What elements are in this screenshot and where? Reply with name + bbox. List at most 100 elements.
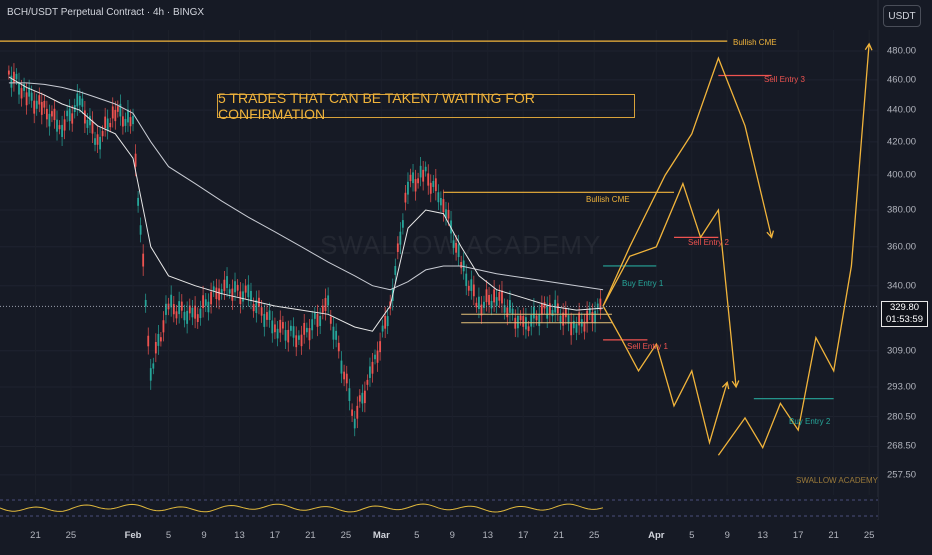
candle-body — [210, 291, 212, 305]
chart-title: BCH/USDT Perpetual Contract · 4h · BINGX — [7, 7, 205, 18]
candle-body — [111, 106, 114, 119]
candle-body — [114, 109, 117, 122]
candle-body — [147, 335, 150, 347]
y-tick-label: 460.00 — [887, 74, 917, 86]
candle-body — [556, 303, 559, 314]
candle-body — [498, 292, 501, 301]
candle-body — [437, 192, 440, 203]
x-tick-label: 21 — [553, 530, 565, 541]
projection-arrowhead — [864, 42, 873, 51]
x-tick-label: 17 — [792, 530, 804, 541]
candle-body — [284, 330, 287, 341]
x-tick-label: 9 — [724, 530, 730, 541]
x-tick-label: 5 — [165, 530, 172, 541]
x-tick-label: 5 — [414, 530, 420, 541]
candle-body — [506, 307, 509, 318]
candle-body — [532, 306, 535, 319]
candle-body — [53, 108, 56, 121]
candle-body — [311, 319, 314, 331]
y-tick-label: 293.00 — [887, 381, 917, 393]
label-bullish-cme-top: Bullish CME — [733, 38, 777, 47]
x-tick-label: 5 — [689, 530, 695, 541]
candle-body — [18, 81, 20, 95]
candle-body — [564, 308, 567, 318]
x-tick-label: Apr — [648, 530, 665, 541]
candle-body — [124, 118, 127, 126]
candle-body — [329, 316, 332, 324]
candle-body — [394, 266, 397, 275]
candle-body — [220, 289, 223, 295]
candle-body — [376, 350, 379, 363]
candle-body — [321, 305, 324, 313]
label-buy-entry-2: Buy Entry 2 — [789, 417, 831, 426]
candle-body — [154, 342, 157, 354]
candle-body — [215, 287, 218, 300]
candle-body — [470, 279, 473, 291]
candle-body — [348, 388, 351, 402]
x-tick-label: 25 — [65, 530, 77, 541]
candle-body — [447, 209, 450, 219]
x-tick-label: 25 — [863, 530, 875, 541]
candle-body — [23, 84, 25, 91]
candle-body — [399, 231, 402, 245]
candle-body — [472, 284, 475, 297]
candle-body — [522, 316, 525, 327]
candle-body — [186, 310, 189, 324]
candle-body — [101, 130, 104, 137]
candle-body — [188, 305, 191, 314]
candle-body — [134, 153, 137, 167]
candle-body — [485, 289, 488, 303]
candle-body — [106, 118, 109, 131]
candle-body — [86, 119, 89, 128]
candle-body — [530, 314, 533, 327]
x-tick-label: 17 — [517, 530, 529, 541]
candle-body — [543, 302, 546, 309]
candle-body — [351, 409, 353, 416]
candle-body — [99, 136, 101, 150]
y-tick-label: 309.00 — [887, 345, 917, 357]
projection-arrowhead — [731, 380, 740, 389]
candle-body — [379, 341, 381, 353]
candle-body — [583, 321, 586, 332]
candle-body — [228, 289, 231, 294]
candle-body — [30, 92, 33, 101]
candle-body — [255, 300, 258, 314]
candle-body — [324, 298, 327, 312]
candle-body — [327, 295, 330, 306]
candle-body — [127, 109, 129, 123]
candle-body — [260, 307, 263, 316]
candle-body — [475, 302, 478, 308]
candle-body — [282, 322, 284, 329]
candle-body — [337, 342, 340, 352]
watermark-small: SWALLOW ACADEMY — [796, 476, 878, 485]
candle-body — [586, 310, 589, 324]
candle-body — [149, 368, 152, 381]
x-tick-label: Feb — [124, 530, 142, 541]
projection-arrowhead — [766, 230, 775, 239]
bar-countdown: 01:53:59 — [886, 314, 923, 326]
candle-body — [287, 329, 290, 343]
candle-body — [172, 304, 175, 315]
currency-button[interactable]: USDT — [883, 5, 921, 27]
x-tick-label: 25 — [588, 530, 600, 541]
candle-body — [591, 311, 594, 323]
x-tick-label: 21 — [305, 530, 316, 541]
candle-body — [445, 209, 447, 219]
candle-body — [121, 116, 124, 127]
projection-arrowhead — [721, 381, 730, 390]
candle-body — [10, 75, 13, 88]
candle-body — [358, 395, 361, 402]
y-tick-label: 380.00 — [887, 204, 917, 216]
candle-body — [432, 180, 435, 187]
candle-body — [268, 310, 271, 320]
candle-body — [396, 243, 399, 252]
candle-body — [274, 324, 276, 333]
candle-body — [28, 87, 31, 97]
candle-body — [381, 325, 384, 332]
candle-body — [175, 311, 178, 319]
candle-body — [89, 115, 91, 126]
candle-body — [152, 363, 155, 369]
x-tick-label: 13 — [482, 530, 494, 541]
